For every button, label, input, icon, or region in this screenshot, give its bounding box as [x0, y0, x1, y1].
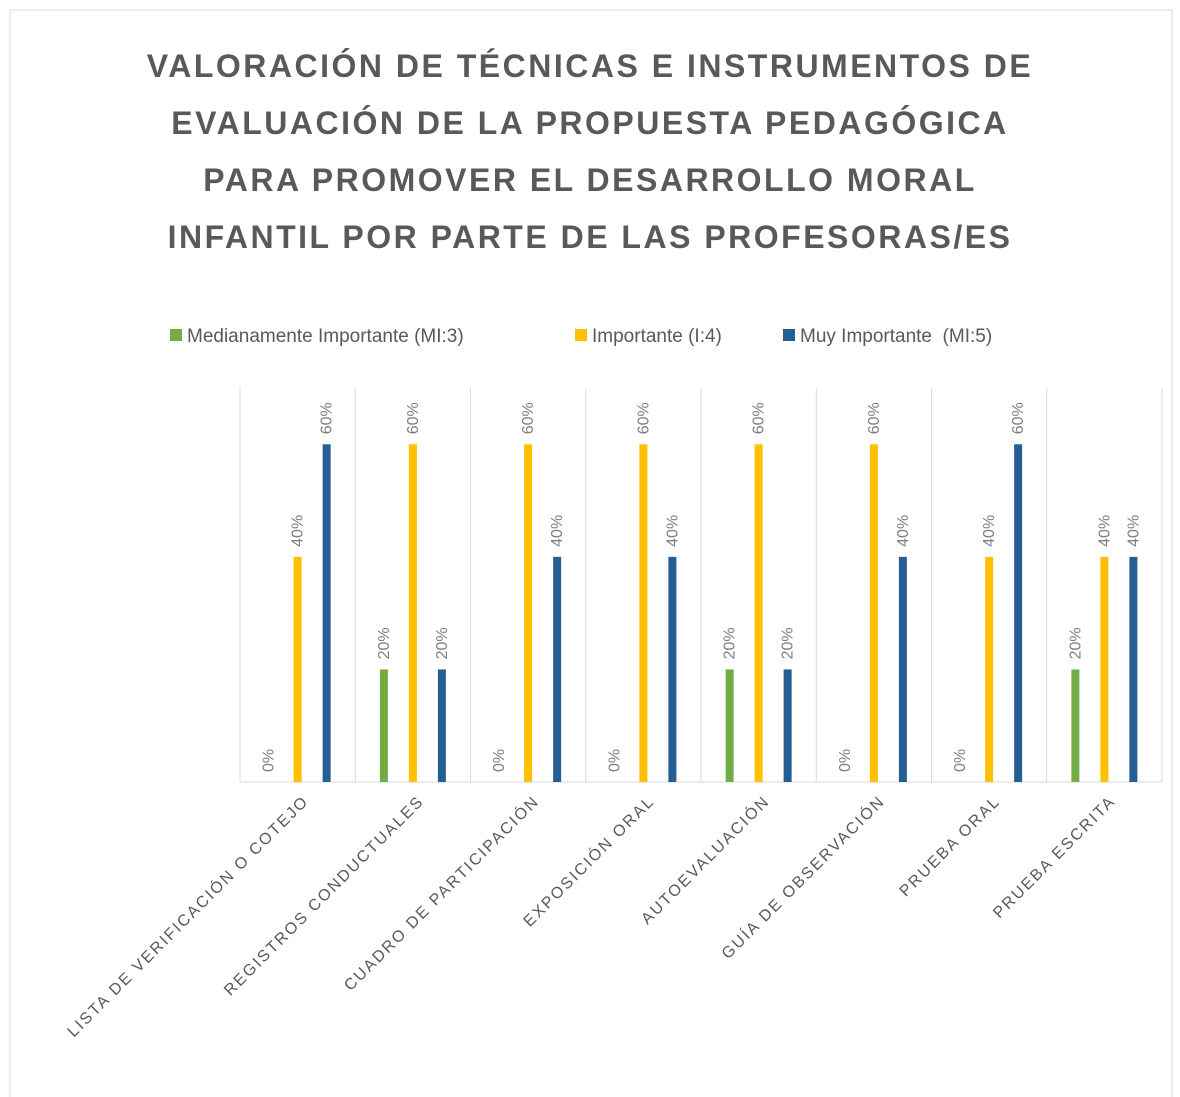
bar — [1071, 669, 1080, 782]
x-tick-label: EXPOSICIÓN ORAL — [519, 791, 658, 930]
bar — [437, 669, 446, 782]
x-tick-label: LISTA DE VERIFICACIÓN O COTEJO — [63, 791, 312, 1040]
bar — [293, 556, 302, 782]
value-label: 40% — [895, 515, 912, 547]
bar — [725, 669, 734, 782]
bar — [783, 669, 792, 782]
bar — [322, 444, 331, 782]
value-label: 40% — [981, 515, 998, 547]
bar — [1014, 444, 1023, 782]
value-label: 60% — [635, 402, 652, 434]
bar — [553, 556, 562, 782]
chart-title: VALORACIÓN DE TÉCNICAS E INSTRUMENTOS DE… — [146, 48, 1034, 255]
value-label: 0% — [261, 749, 278, 772]
value-label: 20% — [1067, 627, 1084, 659]
value-label: 40% — [664, 515, 681, 547]
bar — [524, 444, 533, 782]
value-label: 60% — [751, 402, 768, 434]
legend-label: Importante (I:4) — [592, 326, 722, 347]
bar — [639, 444, 648, 782]
x-tick-label: PRUEBA ORAL — [897, 793, 1004, 900]
x-tick-label: CUADRO DE PARTICIPACIÓN — [340, 791, 543, 994]
legend-swatch — [575, 329, 587, 341]
x-tick-label: REGISTROS CONDUCTUALES — [221, 793, 428, 1000]
bar — [869, 444, 878, 782]
bar — [668, 556, 677, 782]
value-label: 0% — [952, 749, 969, 772]
value-label: 0% — [837, 749, 854, 772]
x-tick-label: PRUEBA ESCRITA — [990, 793, 1119, 922]
bar — [1129, 556, 1138, 782]
legend-swatch — [783, 329, 795, 341]
bar — [898, 556, 907, 782]
bar — [379, 669, 388, 782]
value-label: 20% — [780, 627, 797, 659]
value-label: 0% — [606, 749, 623, 772]
bar — [408, 444, 417, 782]
value-label: 0% — [491, 749, 508, 772]
chart-border — [9, 9, 1173, 1097]
value-label: 20% — [722, 627, 739, 659]
value-label: 40% — [1096, 515, 1113, 547]
bar — [754, 444, 763, 782]
value-label: 60% — [520, 402, 537, 434]
value-label: 60% — [1010, 402, 1027, 434]
legend-label: Medianamente Importante (MI:3) — [187, 326, 464, 347]
value-label: 40% — [549, 515, 566, 547]
value-label: 20% — [376, 627, 393, 659]
value-label: 20% — [434, 627, 451, 659]
value-label: 60% — [866, 402, 883, 434]
value-label: 40% — [290, 515, 307, 547]
bar — [985, 556, 994, 782]
bar — [1100, 556, 1109, 782]
x-tick-label: AUTOEVALUACIÓN — [637, 791, 774, 928]
value-label: 60% — [405, 402, 422, 434]
value-label: 40% — [1125, 515, 1142, 547]
legend-swatch — [170, 329, 182, 341]
legend-label: Muy Importante (MI:5) — [800, 326, 992, 347]
value-label: 60% — [319, 402, 336, 434]
